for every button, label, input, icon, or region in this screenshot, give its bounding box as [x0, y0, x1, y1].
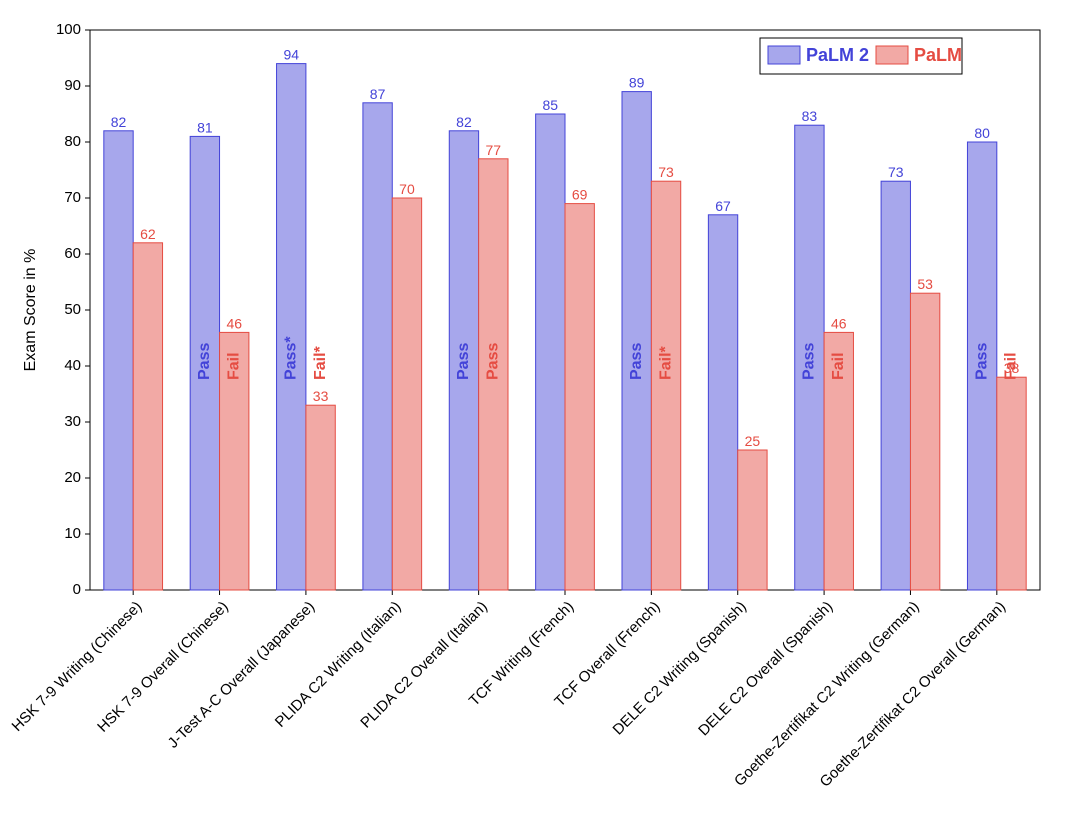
bar-value-label: 25: [745, 433, 761, 449]
pass-fail-label: Pass: [485, 343, 502, 380]
pass-fail-label: Fail: [830, 352, 847, 380]
y-tick-label: 70: [64, 189, 81, 206]
y-tick-label: 0: [73, 581, 81, 598]
y-tick-label: 80: [64, 133, 81, 150]
pass-fail-label: Pass: [628, 343, 645, 380]
bar-value-label: 73: [888, 164, 904, 180]
pass-fail-label: Fail*: [657, 345, 674, 380]
bar-value-label: 46: [831, 315, 847, 331]
bar-value-label: 33: [313, 388, 329, 404]
legend-swatch: [768, 46, 800, 64]
bar-value-label: 69: [572, 187, 588, 203]
pass-fail-label: Fail: [225, 352, 242, 380]
bar-value-label: 85: [543, 97, 559, 113]
legend-swatch: [876, 46, 908, 64]
pass-fail-label: Pass: [196, 343, 213, 380]
y-tick-label: 30: [64, 413, 81, 430]
bar-palm-2: [536, 114, 565, 590]
bar-palm-2: [363, 103, 392, 590]
bar-value-label: 62: [140, 226, 156, 242]
bar-palm-2: [881, 181, 910, 590]
bar-palm-2: [622, 92, 651, 590]
bar-value-label: 53: [917, 276, 933, 292]
bar-value-label: 82: [111, 114, 127, 130]
bar-palm: [306, 405, 335, 590]
bar-value-label: 77: [486, 142, 502, 158]
y-tick-label: 40: [64, 357, 81, 374]
bar-value-label: 67: [715, 198, 731, 214]
bar-palm-2: [104, 131, 133, 590]
bar-palm: [651, 181, 680, 590]
bar-value-label: 81: [197, 119, 213, 135]
pass-fail-label: Pass: [973, 343, 990, 380]
pass-fail-label: Fail*: [312, 345, 329, 380]
bar-value-label: 70: [399, 181, 415, 197]
legend-label: PaLM 2: [806, 45, 869, 65]
bar-value-label: 83: [802, 108, 818, 124]
pass-fail-label: Pass*: [282, 336, 299, 380]
bar-palm: [738, 450, 767, 590]
bar-value-label: 82: [456, 114, 472, 130]
pass-fail-label: Pass: [455, 343, 472, 380]
bar-palm: [997, 377, 1026, 590]
bar-value-label: 87: [370, 86, 386, 102]
bar-palm: [565, 204, 594, 590]
bar-value-label: 73: [658, 164, 674, 180]
y-axis-label: Exam Score in %: [22, 249, 39, 372]
bar-value-label: 80: [974, 125, 990, 141]
bar-palm: [133, 243, 162, 590]
bar-palm-2: [708, 215, 737, 590]
bar-value-label: 46: [226, 315, 242, 331]
bar-palm: [910, 293, 939, 590]
exam-scores-bar-chart: 0102030405060708090100Exam Score in %HSK…: [0, 0, 1080, 833]
bar-palm-2: [277, 64, 306, 590]
y-tick-label: 50: [64, 301, 81, 318]
y-tick-label: 20: [64, 469, 81, 486]
pass-fail-label: Pass: [801, 343, 818, 380]
y-tick-label: 100: [56, 21, 81, 38]
y-tick-label: 10: [64, 525, 81, 542]
bar-palm: [392, 198, 421, 590]
legend-label: PaLM: [914, 45, 962, 65]
bar-value-label: 94: [283, 47, 299, 63]
y-tick-label: 60: [64, 245, 81, 262]
bar-value-label: 89: [629, 75, 645, 91]
y-tick-label: 90: [64, 77, 81, 94]
pass-fail-label: Fail: [1003, 352, 1020, 380]
